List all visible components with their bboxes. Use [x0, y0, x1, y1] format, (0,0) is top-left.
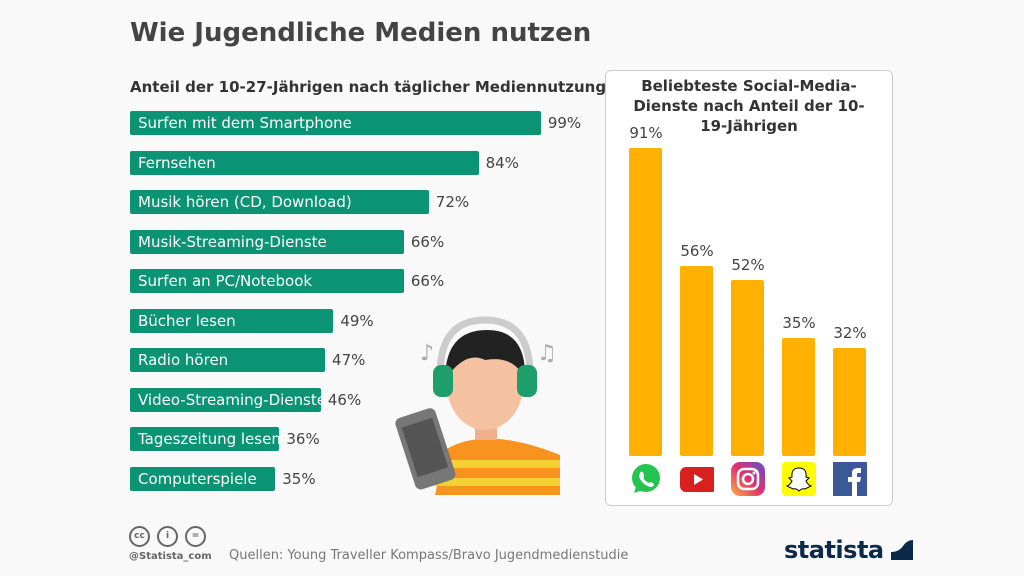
- bar-2: Musik hören (CD, Download): [130, 190, 429, 214]
- snapchat-icon: [782, 462, 816, 496]
- bar-5: Bücher lesen: [130, 308, 334, 333]
- instagram-icon: [731, 462, 765, 496]
- bar-0: Surfen mit dem Smartphone: [130, 111, 541, 135]
- column-value-label: 32%: [833, 323, 867, 342]
- column-value-label: 35%: [782, 313, 816, 332]
- bar-9: Computerspiele: [130, 466, 276, 491]
- facebook-icon: [833, 462, 867, 496]
- page-title: Wie Jugendliche Medien nutzen: [130, 18, 592, 48]
- bar-value-label: 66%: [410, 272, 445, 290]
- whatsapp-icon: [629, 462, 663, 496]
- bar-value-label: 99%: [547, 114, 582, 132]
- right-chart-title-text: Beliebteste Social-Media-Dienste nach An…: [633, 77, 865, 135]
- bar-8: Tageszeitung lesen: [130, 427, 281, 451]
- bar-value-label: 36%: [286, 430, 320, 448]
- bar-1: Fernsehen: [130, 150, 479, 175]
- bar-value-label: 66%: [410, 232, 445, 251]
- bar-6: Radio hören: [130, 348, 326, 372]
- bar-value-label: 84%: [485, 153, 519, 172]
- youtube-icon: [680, 462, 718, 496]
- attribution-icon: i: [157, 526, 178, 547]
- teen-headphones-illustration: ♪ ♫: [395, 316, 560, 495]
- bar-7: Video-Streaming-Dienste: [130, 387, 326, 412]
- column-instagram: [731, 279, 764, 456]
- column-snapchat: [782, 337, 815, 456]
- bar-value-label: 46%: [327, 390, 362, 409]
- statista-handle: @Statista_com: [129, 551, 212, 562]
- bar-value-label: 47%: [332, 351, 366, 369]
- statista-logo: statista: [784, 536, 914, 564]
- bar-value-label: 72%: [435, 193, 470, 211]
- column-youtube: [680, 266, 713, 456]
- cc-license-icon: cc: [129, 526, 150, 547]
- column-value-label: 52%: [731, 255, 765, 274]
- column-value-label: 56%: [680, 242, 714, 261]
- bar-value-label: 49%: [340, 311, 374, 330]
- source-text: Quellen: Young Traveller Kompass/Bravo J…: [229, 548, 629, 563]
- bar-4: Surfen an PC/Notebook: [130, 269, 404, 293]
- left-chart-title: Anteil der 10-27-Jährigen nach täglicher…: [130, 78, 607, 96]
- bar-3: Musik-Streaming-Dienste: [130, 229, 404, 254]
- no-derivatives-icon: =: [185, 526, 206, 547]
- statista-logo-icon: [891, 540, 914, 560]
- svg-text:♪: ♪: [420, 341, 434, 366]
- column-whatsapp: [629, 147, 662, 456]
- bar-value-label: 35%: [282, 469, 316, 488]
- svg-text:♫: ♫: [537, 341, 557, 366]
- right-chart-title: Beliebteste Social-Media-Dienste nach An…: [605, 76, 893, 136]
- column-facebook: [833, 347, 866, 456]
- column-value-label: 91%: [629, 123, 663, 142]
